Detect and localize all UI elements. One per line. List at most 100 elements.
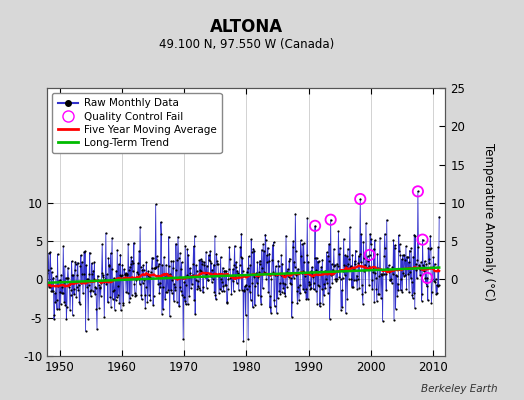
Point bbox=[109, 288, 117, 294]
Point bbox=[119, 302, 128, 308]
Point bbox=[78, 271, 86, 277]
Point bbox=[151, 201, 160, 208]
Point bbox=[91, 291, 99, 297]
Point bbox=[275, 288, 283, 295]
Point bbox=[199, 289, 207, 296]
Point bbox=[185, 292, 194, 299]
Point bbox=[276, 280, 284, 286]
Point bbox=[257, 246, 266, 253]
Point bbox=[406, 248, 414, 254]
Point bbox=[331, 276, 340, 282]
Point bbox=[142, 259, 150, 266]
Point bbox=[168, 276, 177, 283]
Point bbox=[309, 274, 317, 280]
Point bbox=[410, 290, 418, 296]
Point bbox=[158, 262, 167, 268]
Point bbox=[46, 249, 54, 255]
Point bbox=[243, 269, 251, 275]
Point bbox=[237, 230, 246, 237]
Point bbox=[157, 219, 165, 225]
Point bbox=[129, 260, 137, 266]
Point bbox=[81, 248, 89, 254]
Point bbox=[391, 242, 399, 248]
Point bbox=[154, 281, 162, 287]
Point bbox=[375, 291, 383, 298]
Point bbox=[98, 241, 106, 248]
Point bbox=[161, 288, 170, 295]
Point bbox=[266, 293, 275, 300]
Point bbox=[211, 233, 219, 239]
Point bbox=[179, 336, 188, 342]
Point bbox=[124, 240, 133, 247]
Point bbox=[192, 268, 201, 274]
Point bbox=[279, 285, 288, 292]
Point bbox=[381, 244, 389, 251]
Point bbox=[361, 262, 369, 268]
Point bbox=[384, 266, 392, 273]
Point bbox=[346, 264, 355, 270]
Point bbox=[383, 265, 391, 271]
Point bbox=[174, 254, 183, 261]
Point bbox=[212, 296, 220, 302]
Point bbox=[294, 266, 302, 272]
Point bbox=[139, 266, 148, 273]
Point bbox=[325, 241, 333, 247]
Point bbox=[50, 316, 58, 322]
Point bbox=[305, 280, 314, 287]
Point bbox=[411, 305, 419, 311]
Point bbox=[172, 266, 181, 273]
Point bbox=[262, 276, 270, 282]
Point bbox=[72, 284, 81, 290]
Point bbox=[86, 288, 94, 294]
Point bbox=[218, 279, 226, 285]
Point bbox=[66, 307, 74, 313]
Point bbox=[155, 260, 163, 267]
Point bbox=[278, 289, 286, 295]
Point bbox=[319, 270, 328, 276]
Point bbox=[183, 246, 192, 253]
Point bbox=[281, 280, 289, 287]
Point bbox=[330, 263, 339, 270]
Point bbox=[97, 280, 105, 287]
Point bbox=[329, 271, 337, 278]
Point bbox=[221, 268, 229, 274]
Point bbox=[232, 264, 240, 271]
Point bbox=[347, 263, 355, 269]
Point bbox=[183, 271, 191, 278]
Point bbox=[53, 306, 61, 312]
Point bbox=[216, 286, 224, 292]
Point bbox=[148, 255, 157, 262]
Point bbox=[300, 259, 308, 265]
Point bbox=[348, 252, 357, 258]
Point bbox=[134, 260, 142, 266]
Point bbox=[376, 271, 385, 278]
Point bbox=[350, 266, 358, 272]
Point bbox=[83, 276, 92, 282]
Point bbox=[143, 299, 151, 306]
Point bbox=[208, 267, 216, 273]
Point bbox=[313, 258, 322, 265]
Point bbox=[316, 300, 324, 306]
Point bbox=[342, 263, 351, 270]
Point bbox=[92, 305, 101, 312]
Point bbox=[230, 288, 238, 294]
Point bbox=[313, 301, 321, 307]
Point bbox=[101, 278, 109, 284]
Point bbox=[241, 288, 249, 294]
Point bbox=[78, 259, 86, 265]
Point bbox=[144, 272, 152, 278]
Point bbox=[189, 261, 197, 267]
Point bbox=[135, 248, 143, 254]
Point bbox=[299, 286, 308, 292]
Point bbox=[356, 250, 364, 257]
Point bbox=[145, 272, 154, 279]
Point bbox=[399, 270, 408, 276]
Point bbox=[303, 215, 311, 221]
Point bbox=[417, 259, 425, 265]
Point bbox=[422, 283, 431, 290]
Point bbox=[385, 262, 393, 268]
Point bbox=[364, 258, 372, 264]
Point bbox=[74, 287, 82, 294]
Point bbox=[47, 264, 55, 271]
Point bbox=[48, 269, 56, 275]
